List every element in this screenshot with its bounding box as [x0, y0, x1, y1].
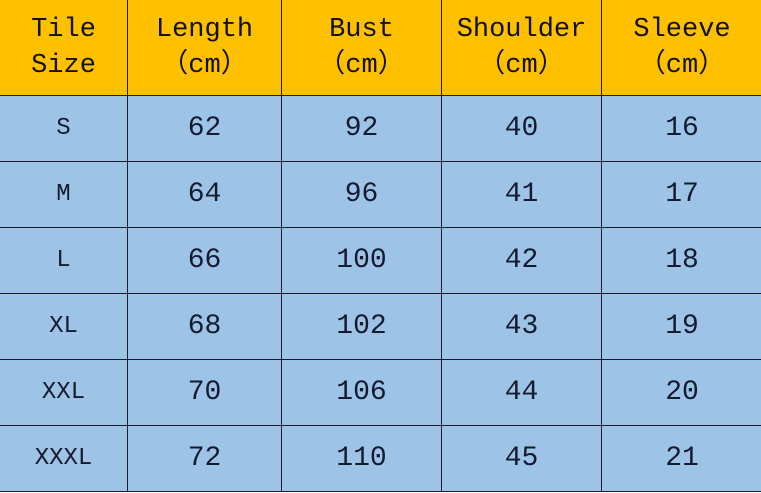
cell-sleeve: 21 — [601, 425, 761, 492]
cell-bust: 110 — [281, 425, 442, 492]
header-sleeve: Sleeve （cm） — [601, 0, 761, 96]
cell-shoulder: 40 — [441, 95, 602, 162]
cell-bust: 100 — [281, 227, 442, 294]
cell-shoulder: 45 — [441, 425, 602, 492]
header-length-line1: Length — [155, 14, 254, 45]
table-row: XL 68 102 43 19 — [0, 293, 761, 360]
cell-sleeve: 19 — [601, 293, 761, 360]
cell-size: M — [0, 161, 128, 228]
cell-size: XXXL — [0, 425, 128, 492]
cell-shoulder: 43 — [441, 293, 602, 360]
cell-length: 64 — [127, 161, 282, 228]
cell-sleeve: 16 — [601, 95, 761, 162]
cell-sleeve: 20 — [601, 359, 761, 426]
header-bust-line1: Bust — [329, 14, 394, 45]
table-row: XXXL 72 110 45 21 — [0, 425, 761, 492]
cell-bust: 96 — [281, 161, 442, 228]
header-shoulder: Shoulder （cm） — [441, 0, 602, 96]
cell-length: 62 — [127, 95, 282, 162]
table-row: M 64 96 41 17 — [0, 161, 761, 228]
header-length-line2: （cm） — [161, 50, 248, 81]
cell-length: 70 — [127, 359, 282, 426]
header-row: Tile Size Length （cm） Bust （cm） Shoulder （cm） Sl… — [0, 0, 761, 96]
cell-shoulder: 41 — [441, 161, 602, 228]
cell-bust: 92 — [281, 95, 442, 162]
cell-shoulder: 42 — [441, 227, 602, 294]
header-shoulder-line2: （cm） — [478, 50, 565, 81]
cell-size: L — [0, 227, 128, 294]
cell-size: S — [0, 95, 128, 162]
header-size-line1: Tile — [31, 14, 96, 45]
cell-length: 66 — [127, 227, 282, 294]
header-sleeve-line1: Sleeve — [633, 14, 731, 45]
cell-size: XXL — [0, 359, 128, 426]
header-sleeve-line2: （cm） — [638, 50, 726, 81]
header-shoulder-line1: Shoulder — [456, 14, 587, 45]
cell-bust: 102 — [281, 293, 442, 360]
cell-sleeve: 17 — [601, 161, 761, 228]
header-size-line2: Size — [31, 50, 96, 81]
header-size: Tile Size — [0, 0, 128, 96]
cell-size: XL — [0, 293, 128, 360]
table-row: L 66 100 42 18 — [0, 227, 761, 294]
header-bust: Bust （cm） — [281, 0, 442, 96]
cell-bust: 106 — [281, 359, 442, 426]
cell-length: 68 — [127, 293, 282, 360]
cell-length: 72 — [127, 425, 282, 492]
cell-shoulder: 44 — [441, 359, 602, 426]
table-row: XXL 70 106 44 20 — [0, 359, 761, 426]
cell-sleeve: 18 — [601, 227, 761, 294]
header-bust-line2: （cm） — [318, 50, 405, 81]
header-length: Length （cm） — [127, 0, 282, 96]
table-row: S 62 92 40 16 — [0, 95, 761, 162]
